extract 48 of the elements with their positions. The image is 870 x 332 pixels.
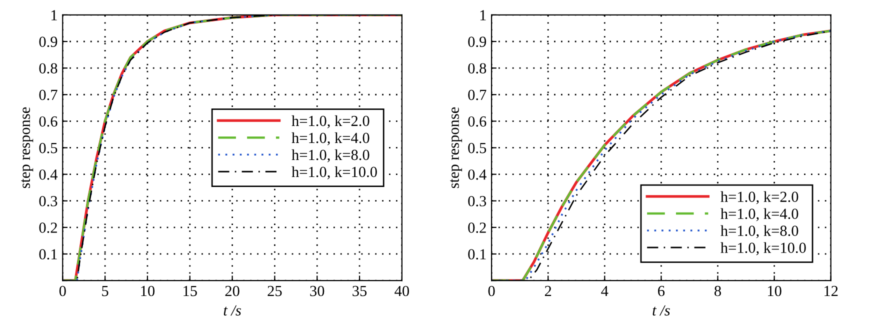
y-tick-label: 1: [480, 10, 486, 20]
legend-label: h=1.0, k=10.0: [292, 166, 377, 180]
x-tick-label: 25: [268, 286, 282, 296]
y-tick-label: 0.1: [39, 249, 57, 260]
x-tick-label: 8: [714, 286, 721, 296]
y-tick-label: 0.8: [468, 63, 486, 74]
legend-label: h=1.0, k=2.0: [292, 115, 370, 128]
y-tick-label: 0.8: [39, 63, 58, 74]
x-tick-label: 0: [488, 286, 495, 296]
x-tick-label: 6: [658, 286, 665, 296]
x-tick-label: 30: [310, 286, 324, 296]
x-axis-title: t /s: [652, 305, 670, 316]
y-tick-label: 0.3: [39, 196, 58, 206]
y-tick-label: 0.4: [39, 169, 58, 180]
y-tick-label: 1: [51, 10, 57, 20]
x-tick-label: 35: [352, 286, 367, 296]
legend-label: h=1.0, k=8.0: [720, 225, 798, 238]
x-tick-label: 10: [768, 286, 782, 296]
y-tick-label: 0.9: [468, 36, 486, 48]
y-tick-label: 0.5: [468, 142, 486, 154]
x-tick-label: 2: [544, 286, 552, 296]
y-tick-label: 0.1: [468, 249, 486, 260]
y-tick-label: 0.9: [39, 36, 58, 48]
y-tick-label: 0.6: [39, 116, 58, 127]
y-tick-label: 0.3: [468, 196, 486, 206]
x-axis-title: t /s: [224, 305, 241, 316]
x-tick-label: 20: [225, 286, 240, 296]
legend-label: h=1.0, k=4.0: [292, 132, 370, 146]
y-tick-label: 0.4: [468, 169, 486, 180]
y-axis-title: step response: [450, 107, 462, 188]
y-tick-label: 0.7: [468, 90, 486, 100]
legend-label: h=1.0, k=4.0: [720, 208, 798, 222]
legend-label: h=1.0, k=10.0: [720, 242, 806, 256]
y-tick-label: 0.6: [468, 116, 486, 127]
legend-label: h=1.0, k=8.0: [292, 149, 370, 162]
y-tick-label: 0.7: [39, 90, 58, 100]
x-tick-label: 12: [824, 286, 838, 296]
y-axis-title: step response: [21, 107, 34, 188]
x-tick-label: 4: [601, 286, 608, 296]
y-tick-label: 0.2: [39, 222, 57, 233]
x-tick-label: 15: [184, 286, 197, 296]
x-tick-label: 0: [59, 286, 66, 296]
y-tick-label: 0.2: [468, 222, 486, 233]
x-tick-label: 40: [394, 286, 409, 296]
x-tick-label: 10: [141, 286, 155, 296]
y-tick-label: 0.5: [39, 142, 58, 154]
legend-label: h=1.0, k=2.0: [720, 191, 798, 204]
x-tick-label: 5: [102, 286, 108, 296]
